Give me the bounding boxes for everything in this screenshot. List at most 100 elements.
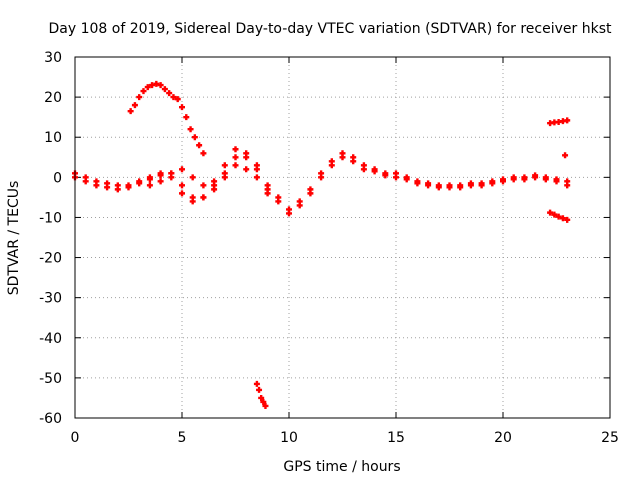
data-point-main-track-b xyxy=(286,210,292,217)
data-point-main-track-b xyxy=(350,158,357,165)
x-tick-labels: 0 5 10 15 20 25 xyxy=(71,430,619,446)
data-point-main-track-b xyxy=(393,174,399,181)
data-point-upper-arc xyxy=(187,126,194,133)
data-point-main-track-b xyxy=(510,176,517,183)
data-point-main-track-b xyxy=(328,162,335,169)
data-point-main-track-b xyxy=(200,194,207,201)
y-axis-label: SDTVAR / TECUs xyxy=(6,181,22,296)
y-tick-label: 0 xyxy=(53,170,62,186)
y-tick-label: -60 xyxy=(39,411,62,427)
data-point-late-low xyxy=(551,211,558,218)
data-point-main-track-b xyxy=(532,174,539,181)
data-point-main-track-b xyxy=(414,180,421,187)
y-tick-label: -20 xyxy=(39,251,62,267)
data-point-upper-arc xyxy=(170,94,177,101)
plot-frame xyxy=(74,56,611,419)
data-point-loop-segment xyxy=(232,162,239,169)
data-point-main-track-b xyxy=(403,176,410,183)
data-point-deep-drop xyxy=(258,394,265,401)
data-point-main-track-b xyxy=(264,182,271,189)
data-point-main-track-b xyxy=(553,178,560,185)
data-point-main-track-b xyxy=(371,168,378,175)
y-tick-label: -50 xyxy=(39,371,62,387)
data-point-upper-arc xyxy=(153,80,160,87)
x-tick-label: 5 xyxy=(178,430,187,446)
data-point-main-track-b xyxy=(467,182,474,189)
x-tick-label: 15 xyxy=(387,430,405,446)
data-point-main-track-a xyxy=(232,154,239,161)
data-point-upper-arc xyxy=(174,96,181,103)
data-point-main-track-b xyxy=(521,176,528,183)
data-point-loop-segment xyxy=(146,182,153,189)
data-point-loop-segment xyxy=(253,174,260,181)
chart-title: Day 108 of 2019, Sidereal Day-to-day VTE… xyxy=(49,21,612,37)
x-tick-label: 0 xyxy=(71,430,80,446)
data-point-main-track-b xyxy=(425,182,432,189)
axis-ticks xyxy=(74,56,611,419)
data-point-loop-segment xyxy=(189,174,196,181)
data-point-main-track-b xyxy=(253,162,260,169)
data-point-main-track-b xyxy=(136,180,143,187)
data-point-upper-arc xyxy=(157,82,164,89)
data-point-upper-arc xyxy=(127,108,134,115)
data-point-main-track-b xyxy=(275,194,282,201)
data-point-main-track-b xyxy=(435,184,442,191)
data-point-main-track-b xyxy=(457,184,464,191)
data-point-deep-drop xyxy=(256,386,263,393)
data-point-main-track-b xyxy=(125,184,132,191)
data-point-upper-arc xyxy=(136,94,143,101)
data-point-main-track-b xyxy=(339,154,346,161)
data-point-main-track-b xyxy=(104,184,111,191)
data-point-upper-arc xyxy=(140,88,147,95)
data-point-main-track-b xyxy=(382,172,389,179)
data-point-main-track-b xyxy=(157,172,164,179)
data-point-late-low xyxy=(547,209,554,216)
y-tick-labels: -60 -50 -40 -30 -20 -10 0 10 20 30 xyxy=(39,50,62,427)
data-point-loop-segment xyxy=(157,178,164,185)
data-point-isolated-point xyxy=(562,152,569,159)
data-point-main-track-b xyxy=(489,180,496,187)
grid xyxy=(75,57,610,418)
data-point-main-track-b xyxy=(478,182,485,189)
data-point-loop-segment xyxy=(211,182,218,189)
y-tick-label: -30 xyxy=(39,291,62,307)
data-point-main-track-b xyxy=(93,182,100,189)
y-tick-label: 20 xyxy=(44,90,62,106)
data-point-upper-arc xyxy=(196,142,203,149)
data-point-main-track-b xyxy=(500,178,506,185)
data-point-upper-arc xyxy=(131,102,138,109)
data-point-deep-drop xyxy=(253,380,260,387)
y-tick-label: 10 xyxy=(44,130,62,146)
data-points xyxy=(72,80,571,409)
data-point-loop-segment xyxy=(221,174,228,181)
data-point-upper-arc xyxy=(200,150,207,157)
data-point-main-track-b xyxy=(82,178,89,185)
data-point-upper-arc xyxy=(161,86,168,93)
data-point-loop-segment xyxy=(243,166,250,173)
data-point-main-track-b xyxy=(307,190,314,197)
data-point-main-track-b xyxy=(243,150,250,157)
data-point-upper-arc xyxy=(191,134,198,141)
data-point-late-high xyxy=(564,117,571,124)
data-point-main-track-b xyxy=(221,162,228,169)
y-tick-label: 30 xyxy=(44,50,62,66)
data-point-loop-segment xyxy=(168,170,175,177)
data-point-loop-segment xyxy=(264,190,271,197)
data-point-upper-arc xyxy=(166,90,173,97)
data-point-upper-arc xyxy=(149,82,156,89)
data-point-main-track-b xyxy=(114,186,121,193)
data-point-upper-arc xyxy=(179,104,185,111)
data-point-deep-drop xyxy=(260,398,267,405)
data-point-main-track-b xyxy=(189,198,196,205)
data-point-late-low xyxy=(564,216,571,223)
x-tick-label: 20 xyxy=(494,430,512,446)
data-point-main-track-b xyxy=(446,184,453,191)
data-point-loop-segment xyxy=(179,166,185,173)
data-point-main-track-b xyxy=(146,176,153,183)
data-point-main-track-b xyxy=(232,146,239,153)
data-point-main-track-b xyxy=(318,174,325,181)
data-point-main-track-b xyxy=(296,202,303,209)
data-point-main-track-b xyxy=(360,166,367,173)
data-point-main-track-a xyxy=(179,182,185,189)
